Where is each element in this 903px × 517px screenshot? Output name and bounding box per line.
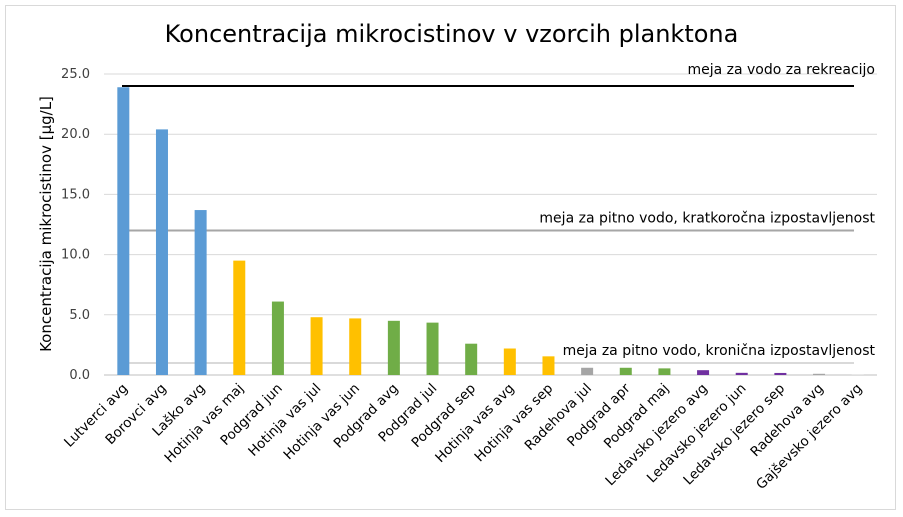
bar [155, 129, 168, 375]
bar [349, 318, 362, 375]
bar [387, 320, 400, 375]
bars [117, 87, 864, 375]
chart-frame [5, 5, 896, 510]
y-tick-label: 25.0 [61, 67, 90, 82]
bar [310, 317, 323, 375]
bar [658, 368, 671, 375]
bar [194, 210, 207, 375]
bar [851, 374, 864, 375]
reference-line-label: meja za pitno vodo, kratkoročna izpostav… [539, 211, 875, 227]
bar [117, 87, 130, 375]
reference-line-label: meja za pitno vodo, kronična izpostavlje… [563, 343, 876, 359]
y-tick-label: 20.0 [61, 127, 90, 142]
bar [465, 343, 478, 375]
bar [542, 356, 555, 375]
bar [813, 373, 826, 375]
y-tick-label: 10.0 [61, 248, 90, 263]
y-tick-label: 0.0 [69, 368, 90, 383]
y-axis-ticks: 0.0 5.0 10.0 15.0 20.0 25.0 [61, 67, 90, 383]
bar [271, 301, 284, 375]
bar [233, 260, 246, 375]
grid-lines [104, 73, 877, 376]
bar [697, 370, 710, 375]
bar [581, 367, 594, 375]
bar [774, 372, 787, 375]
y-tick-label: 5.0 [69, 308, 90, 323]
bar [735, 372, 748, 375]
bar [619, 367, 632, 375]
y-axis-label: Koncentracija mikrocistinov [µg/L] [37, 96, 55, 352]
reference-line-label: meja za vodo za rekreacijo [687, 62, 875, 78]
y-tick-label: 15.0 [61, 187, 90, 202]
bar [503, 348, 516, 375]
bar [426, 322, 439, 375]
chart-title: Koncentracija mikrocistinov v vzorcih pl… [164, 20, 739, 48]
reference-lines: meja za vodo za rekreacijo meja za pitno … [122, 62, 876, 364]
